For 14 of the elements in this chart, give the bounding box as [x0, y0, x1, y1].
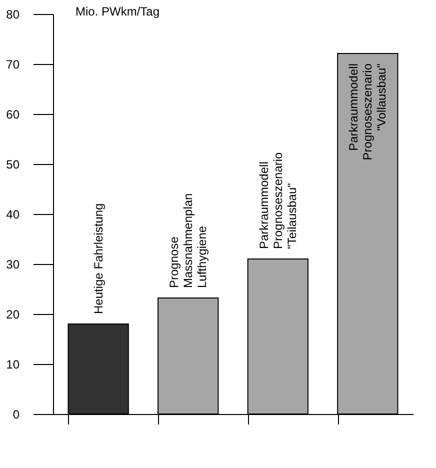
y-tick-label: 40 — [6, 208, 20, 222]
y-tick-label: 0 — [12, 408, 20, 422]
x-tick-label: Prognose Massnahmenplan Lufthygiene — [167, 193, 210, 288]
x-tick-label: Parkraummodell Prognoseszenario "Teilausbau" — [256, 152, 299, 249]
y-tick-label: 70 — [6, 58, 20, 72]
x-tick-label: Parkraummodell Prognoseszenario "Vollausbau" — [346, 63, 389, 160]
y-tick-label: 80 — [6, 8, 20, 22]
x-tick-label: Heutige Fahrleistung — [91, 203, 106, 314]
y-axis-title: Mio. PWkm/Tag — [76, 4, 160, 18]
y-tick-label: 30 — [6, 258, 20, 272]
y-tick-label: 20 — [6, 308, 20, 322]
y-tick-label: 50 — [6, 158, 20, 172]
y-tick-label: 10 — [6, 358, 20, 372]
y-tick-label: 60 — [6, 108, 20, 122]
